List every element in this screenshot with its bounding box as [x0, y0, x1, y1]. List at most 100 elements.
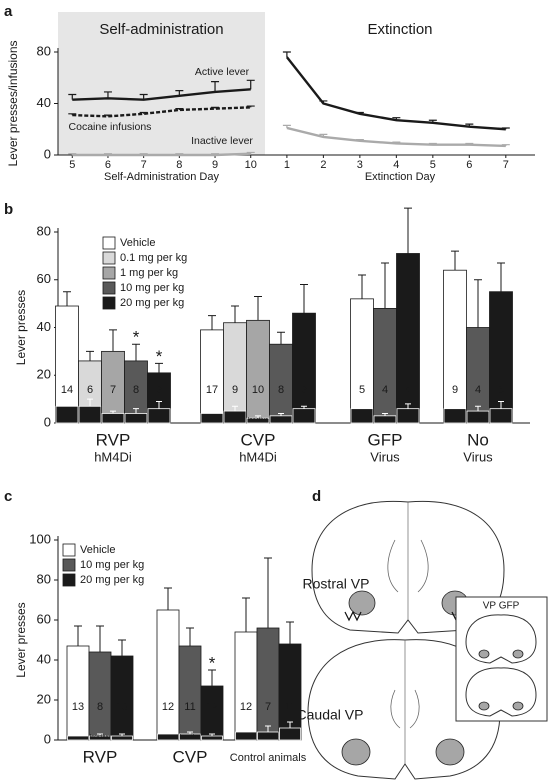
error-bar [132, 343, 140, 361]
error-bar [254, 295, 262, 321]
series-label: Inactive lever [191, 135, 253, 147]
y-axis-label: Lever presses [14, 290, 28, 365]
x-tick-label: 7 [141, 159, 147, 171]
vp-region [341, 738, 371, 766]
series-line [285, 56, 506, 131]
legend-swatch [62, 558, 76, 572]
x-tick-label: 2 [320, 159, 326, 171]
legend-label: 20 mg per kg [120, 297, 184, 309]
error-bar [208, 315, 216, 330]
vp-region [478, 649, 490, 659]
x-tick-label: 10 [245, 159, 257, 171]
inactive-bar [124, 413, 148, 424]
x-tick-sublabel: Virus [463, 449, 493, 464]
x-tick-sublabel: hM4Di [94, 449, 132, 464]
inactive-error-bar [359, 401, 365, 409]
x-tick-label: 3 [357, 159, 363, 171]
inactive-error-bar [87, 398, 93, 407]
bar [200, 329, 224, 424]
y-tick-label: 40 [37, 95, 51, 110]
bar [234, 631, 258, 741]
inactive-error-bar [382, 412, 388, 416]
inactive-label: Inactive [468, 418, 489, 424]
legend-label: Vehicle [80, 544, 115, 556]
inactive-error-bar [452, 403, 458, 409]
inactive-label: Inactive [90, 735, 111, 741]
inactive-error-bar [187, 731, 193, 734]
inactive-label: Inactive [375, 418, 396, 424]
region-background [58, 12, 265, 155]
error-bar [186, 627, 194, 646]
inactive-error-bar [165, 731, 171, 734]
bar [256, 627, 280, 741]
x-tick-label: RVP [83, 747, 118, 766]
region-title: Extinction [367, 21, 432, 38]
error-bar [63, 291, 71, 307]
n-label: 4 [405, 384, 411, 396]
error-bar [358, 274, 366, 299]
significance-mark: * [133, 328, 140, 347]
n-label: 8 [278, 384, 284, 396]
n-label: 7 [110, 384, 116, 396]
y-tick-label: 60 [37, 271, 51, 286]
error-bar [211, 81, 220, 92]
y-tick-label: 20 [37, 691, 51, 706]
inactive-error-bar [475, 405, 481, 412]
n-label: 4 [475, 384, 481, 396]
inactive-bar [157, 733, 179, 741]
diagram-label: Caudal VP [297, 707, 364, 723]
x-tick-label: 6 [466, 159, 472, 171]
series-label: Cocaine infusions [69, 121, 152, 133]
vp-region [478, 701, 490, 711]
y-tick-label: 80 [37, 571, 51, 586]
vp-region [348, 590, 376, 616]
inset-section [465, 614, 537, 664]
x-tick-label: Control animals [230, 752, 307, 764]
error-bar [451, 250, 459, 271]
inactive-error-bar [119, 733, 125, 736]
bar [246, 319, 270, 424]
inset-title: VP GFP [483, 601, 520, 612]
y-tick-label: 0 [44, 414, 51, 429]
legend-swatch [102, 281, 116, 295]
x-tick-label: 5 [430, 159, 436, 171]
error-bar [300, 284, 308, 314]
n-label: 12 [240, 701, 252, 713]
x-tick-label: 5 [69, 159, 75, 171]
inactive-bar [223, 410, 247, 424]
inactive-bar [279, 727, 301, 741]
inactive-bar [292, 408, 316, 424]
error-bar [86, 350, 94, 361]
inactive-error-bar [301, 405, 307, 409]
legend-label: Vehicle [120, 237, 155, 249]
y-tick-label: 0 [44, 146, 51, 161]
n-label: 7 [265, 701, 271, 713]
legend-swatch [102, 296, 116, 310]
inactive-error-bar [243, 729, 249, 732]
n-label: 9 [301, 384, 307, 396]
bar [110, 655, 134, 741]
inactive-bar [489, 408, 513, 424]
inactive-error-bar [265, 725, 271, 732]
legend-swatch [62, 543, 76, 557]
legend-swatch [102, 266, 116, 280]
vp-region [512, 701, 524, 711]
x-tick-label: RVP [96, 430, 131, 449]
inactive-error-bar [498, 401, 504, 409]
panel-label: c [4, 488, 12, 505]
inactive-error-bar [97, 733, 103, 736]
error-bar [282, 124, 291, 128]
legend-label: 10 mg per kg [80, 559, 144, 571]
series-line [286, 126, 506, 148]
n-label: 4 [382, 384, 388, 396]
n-label: 10 [252, 384, 264, 396]
inactive-bar [147, 408, 171, 424]
series-line [72, 152, 251, 157]
error-bar [164, 587, 172, 610]
inactive-bar [55, 405, 79, 424]
error-bar [282, 51, 291, 58]
inactive-label: Inactive [258, 735, 279, 741]
panel-label: d [312, 488, 321, 505]
n-label: 8 [133, 384, 139, 396]
inactive-label: Inactive [248, 418, 269, 424]
